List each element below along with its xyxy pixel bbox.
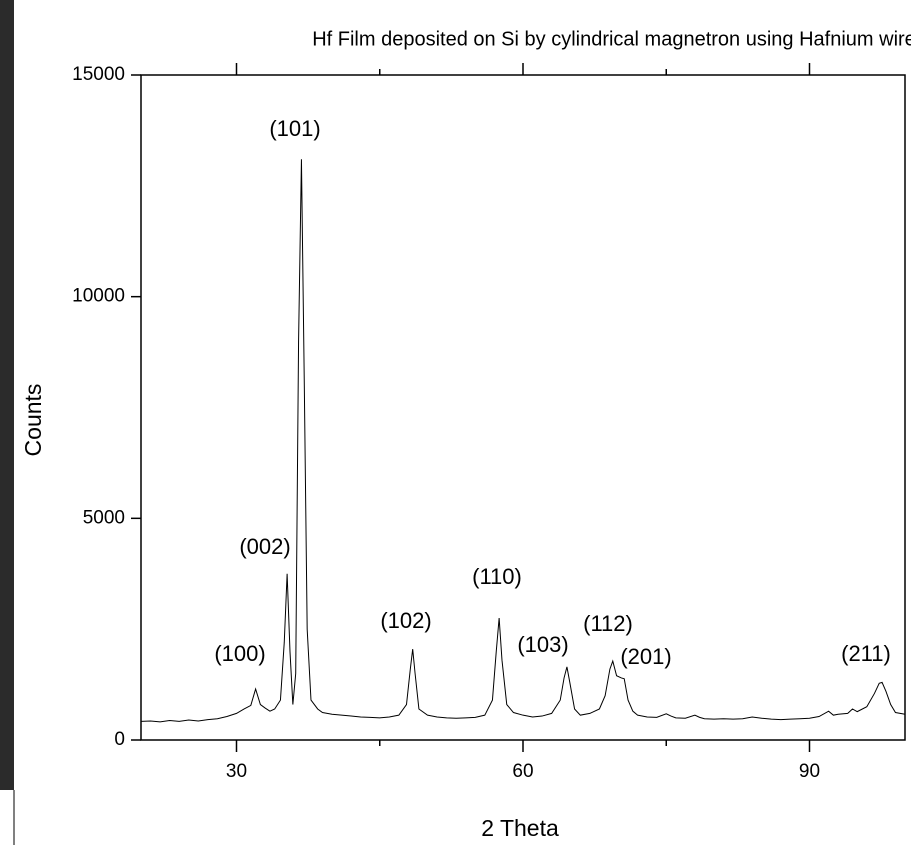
peak-label: (201): [620, 644, 671, 669]
y-tick-label: 0: [114, 729, 125, 750]
x-tick-label: 30: [226, 761, 247, 782]
peak-label: (103): [517, 632, 568, 657]
x-tick-label: 90: [799, 761, 820, 782]
y-tick-label: 15000: [72, 64, 125, 85]
peak-label: (101): [269, 116, 320, 141]
y-axis-label: Counts: [20, 384, 46, 457]
chart-title: Hf Film deposited on Si by cylindrical m…: [312, 28, 911, 50]
peak-label: (110): [472, 564, 522, 589]
peak-label: (102): [380, 608, 431, 633]
xrd-line: [140, 159, 906, 723]
peak-label: (211): [841, 641, 891, 666]
peak-label: (112): [583, 611, 633, 636]
side-image-strip: [0, 0, 14, 790]
x-axis-label: 2 Theta: [481, 815, 559, 841]
y-tick-label: 10000: [72, 286, 125, 307]
peak-label: (002): [239, 534, 290, 559]
peak-label: (100): [214, 641, 265, 666]
x-tick-label: 60: [512, 761, 533, 782]
y-tick-label: 5000: [83, 507, 125, 528]
